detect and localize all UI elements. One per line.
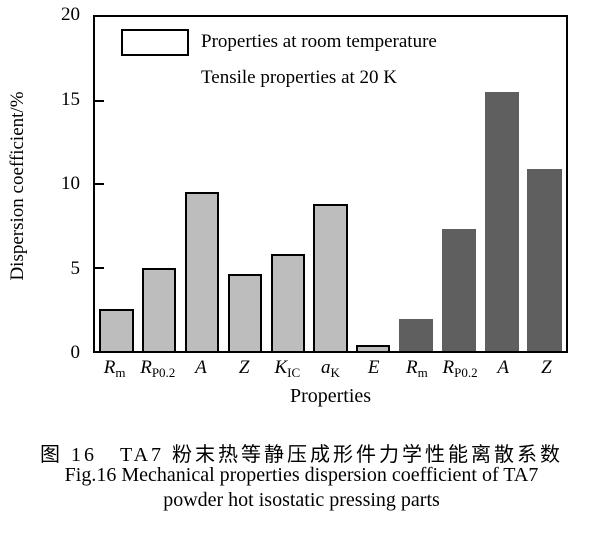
x-tick-label-main: Z: [541, 357, 552, 378]
x-tick-label-2: A: [179, 357, 222, 379]
x-tick-label-main: R: [405, 357, 418, 378]
x-tick-label-subscript: P0.2: [151, 365, 176, 380]
y-tick-label-15: 15: [61, 88, 80, 110]
bar-7-Rm: [399, 319, 434, 351]
caption-english-line1: Fig.16 Mechanical properties dispersion …: [64, 464, 539, 486]
x-tick-label-0: Rm: [93, 357, 136, 381]
x-tick-label-4: KIC: [266, 357, 309, 381]
x-axis-tick-labels: Rm RP0.2 A Z KIC aK E Rm RP0.2 A Z: [93, 357, 568, 385]
x-tick-label-7: Rm: [395, 357, 438, 381]
y-tick-label-20: 20: [61, 4, 80, 25]
legend-swatch-room-temperature: [121, 29, 189, 56]
y-tick-mark-5: [95, 266, 104, 269]
x-tick-label-subscript: IC: [287, 365, 301, 380]
caption-chinese: 图 16 TA7 粉末热等静压成形件力学性能离散系数: [39, 444, 564, 466]
x-tick-label-10: Z: [525, 357, 568, 379]
x-tick-label-main: K: [274, 357, 288, 378]
x-tick-label-main: Z: [238, 357, 250, 378]
bar-1-RP0.2: [142, 267, 177, 351]
x-tick-label-main: A: [195, 357, 207, 378]
x-tick-label-main: R: [140, 357, 152, 378]
x-tick-label-9: A: [482, 357, 525, 379]
y-tick-mark-10: [95, 183, 104, 185]
y-tick-label-5: 5: [70, 257, 81, 279]
x-tick-label-main: A: [497, 357, 510, 378]
x-tick-label-8: RP0.2: [438, 357, 481, 381]
bar-8-RP0.2: [441, 229, 477, 351]
y-tick-label-10: 10: [61, 173, 80, 194]
caption-english-line2: powder hot isostatic pressing parts: [163, 489, 440, 511]
x-tick-label-main: R: [442, 357, 455, 378]
bar-0-Rm: [99, 309, 134, 351]
bars-layer: [95, 17, 566, 351]
x-tick-label-main: R: [103, 357, 116, 378]
legend-swatch-20k: [121, 66, 189, 92]
y-tick-mark-15: [95, 99, 104, 102]
bar-4-KIC: [270, 254, 305, 351]
bar-2-A: [184, 192, 220, 351]
x-tick-label-subscript: K: [330, 365, 340, 380]
x-tick-label-subscript: m: [115, 365, 126, 380]
x-tick-label-subscript: m: [417, 365, 428, 380]
bar-9-A: [484, 92, 519, 351]
y-axis-tick-labels: 0 5 10 15 20: [40, 4, 86, 363]
x-tick-label-5: aK: [309, 357, 352, 381]
x-axis-title: Properties: [289, 385, 372, 407]
y-tick-label-0: 0: [70, 342, 81, 363]
x-tick-label-main: a: [321, 357, 331, 378]
x-tick-label-3: Z: [223, 357, 266, 379]
bar-6-E: [356, 345, 391, 351]
bar-3-Z: [227, 274, 262, 351]
x-tick-label-main: E: [367, 357, 380, 378]
x-tick-label-1: RP0.2: [136, 357, 179, 381]
bar-5-aK: [313, 204, 348, 351]
plot-area: [93, 15, 568, 353]
legend-label-room-temperature: Properties at room temperature: [201, 31, 437, 52]
bar-10-Z: [527, 168, 562, 351]
x-tick-label-6: E: [352, 357, 395, 379]
x-tick-label-subscript: P0.2: [454, 365, 478, 380]
legend-label-20k: Tensile properties at 20 K: [201, 67, 398, 88]
y-axis-title: Dispersion coefficient/%: [7, 91, 28, 281]
